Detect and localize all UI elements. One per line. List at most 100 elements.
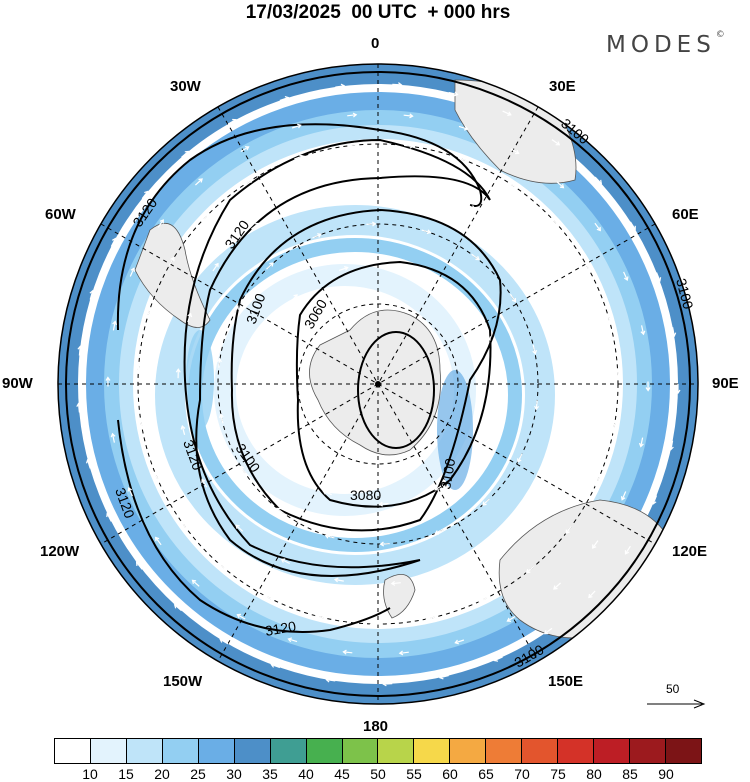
wind-vector-head	[675, 389, 681, 395]
wind-vector-head	[496, 540, 502, 546]
lon-label-90e: 90E	[712, 375, 739, 392]
wind-vector	[174, 604, 182, 612]
wind-vector	[616, 368, 619, 378]
wind-vector	[482, 498, 490, 506]
wind-vector-head	[506, 617, 512, 622]
wind-vector	[299, 195, 309, 201]
wind-vector-head	[153, 471, 159, 477]
wind-vector	[449, 287, 458, 294]
wind-vector	[655, 272, 661, 282]
colorbar-tick-label: 75	[550, 766, 566, 782]
contour-3100-inner	[230, 208, 502, 532]
colorbar-tick-label: 80	[586, 766, 602, 782]
wind-vector-head	[284, 96, 290, 101]
wind-vector-head	[438, 674, 444, 680]
wind-vector-head	[553, 585, 558, 590]
south-pole-marker	[375, 381, 381, 387]
wind-vector	[553, 582, 562, 590]
wind-vector-head	[482, 501, 487, 506]
wind-vector	[588, 590, 596, 598]
wind-vector-head	[191, 579, 197, 585]
colorbar-tick-label: 45	[334, 766, 350, 782]
wind-vector	[392, 83, 402, 86]
wind-vector	[391, 582, 401, 585]
wind-vector-head	[453, 289, 458, 294]
wind-vector-head	[198, 178, 203, 183]
colorbar-ticks: 10 15 20 25 30 35 40 45 50 55 60 65 70 75 80 85 90	[0, 766, 750, 782]
wind-vector	[477, 443, 483, 452]
wind-vector-head	[236, 613, 242, 619]
wind-vector-head	[434, 530, 439, 535]
map-title: 17/03/2025 00 UTC + 000 hrs	[245, 2, 511, 23]
wind-vector	[291, 124, 301, 129]
wind-vector	[129, 268, 135, 277]
colorbar-swatch	[162, 739, 199, 763]
colorbar-swatch	[558, 739, 595, 763]
colorbar-swatch	[378, 739, 415, 763]
wind-vector-head	[588, 593, 593, 599]
wind-vector-head	[477, 447, 482, 453]
wind-vector	[512, 236, 521, 244]
wind-vector-head	[543, 629, 549, 635]
wind-vector	[624, 545, 631, 555]
wind-vector	[106, 513, 112, 522]
wind-vector	[323, 490, 332, 496]
wind-vector-head	[340, 83, 346, 89]
wind-vector	[458, 125, 468, 130]
wind-vector	[412, 186, 422, 190]
wind-vector	[421, 229, 431, 234]
wind-vector	[455, 639, 465, 644]
wind-vector	[447, 567, 457, 573]
wind-vector	[233, 305, 239, 315]
wind-vector	[266, 262, 274, 270]
wind-vector	[261, 342, 266, 352]
contour-label-3120-e: 3120	[264, 618, 298, 639]
wind-vector-head	[620, 496, 626, 501]
wind-vector	[180, 521, 187, 530]
wind-vector-head	[180, 520, 185, 526]
wind-vector	[326, 679, 336, 682]
wind-vector-head	[517, 458, 522, 463]
colorbar-tick-label: 10	[82, 766, 98, 782]
wind-vector-head	[248, 178, 254, 184]
wind-vector-head	[656, 277, 662, 282]
wind-vector-head	[342, 649, 347, 655]
wind-vector-head	[280, 558, 286, 563]
wind-vector-head	[219, 638, 224, 643]
colorbar-tick-label: 60	[442, 766, 458, 782]
colorbar-swatch	[126, 739, 163, 763]
wind-vector-head	[261, 341, 267, 347]
wind-vector	[279, 453, 287, 461]
colorbar-tick-label: 65	[478, 766, 494, 782]
wind-vector	[271, 664, 281, 669]
wind-vector-head	[204, 213, 210, 218]
wind-vector-head	[240, 465, 245, 470]
wind-vector-head	[155, 536, 160, 542]
wind-vector-head	[105, 376, 111, 381]
wind-vector	[606, 313, 611, 323]
wind-vector-head	[425, 616, 430, 622]
wind-vector	[510, 148, 519, 154]
wind-vector	[355, 183, 365, 186]
wind-vector	[535, 400, 538, 410]
wind-vector	[312, 233, 321, 239]
wind-vector-head	[256, 398, 262, 404]
wind-vector-head	[398, 650, 404, 656]
contour-label-3100-e: 3100	[673, 277, 697, 311]
wind-vector-head	[470, 205, 476, 210]
wind-vector-head	[553, 220, 559, 226]
wind-vector-head	[369, 621, 375, 627]
colorbar-tick-label: 25	[190, 766, 206, 782]
wind-vector-head	[532, 350, 538, 355]
wind-vector	[288, 638, 298, 643]
wind-vector	[629, 221, 636, 230]
wind-vector	[112, 321, 116, 331]
wind-vector	[592, 540, 599, 549]
wind-vector	[509, 293, 516, 302]
wind-vector-head	[299, 154, 304, 160]
wind-vector-head	[537, 500, 542, 506]
wind-vector	[137, 362, 140, 372]
wind-vector	[339, 266, 348, 271]
wind-vector	[89, 290, 94, 300]
